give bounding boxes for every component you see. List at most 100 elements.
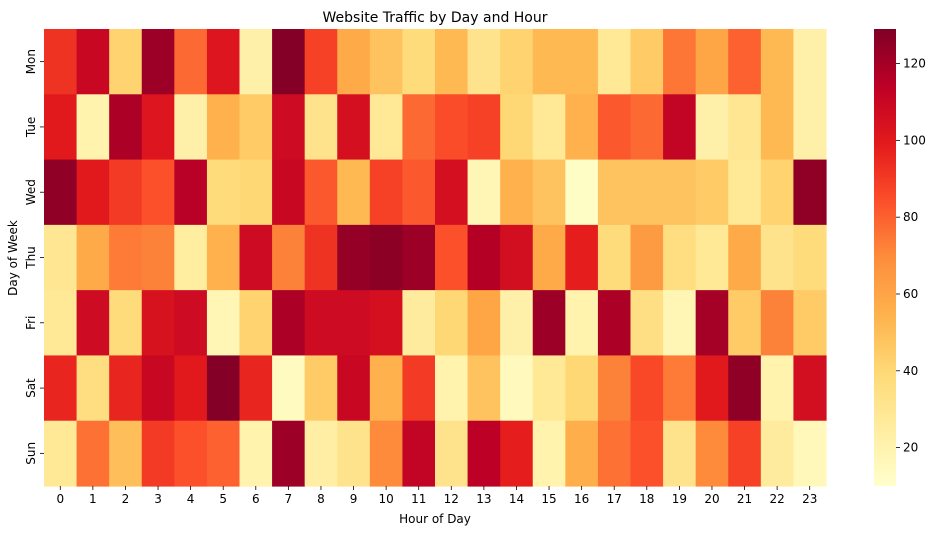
heatmap-cell <box>630 159 664 226</box>
heatmap-cell <box>597 290 632 357</box>
heatmap-cell <box>369 290 404 357</box>
heatmap-cell <box>597 29 632 95</box>
colorbar <box>874 29 896 486</box>
heatmap-cell <box>206 94 241 161</box>
heatmap-cell <box>467 224 501 291</box>
heatmap-cell <box>109 94 143 161</box>
heatmap-cell <box>663 94 697 161</box>
heatmap-cell <box>695 159 729 226</box>
heatmap-cell <box>532 420 566 487</box>
y-tick-label: Thu <box>24 246 38 270</box>
heatmap-cell <box>532 29 566 95</box>
heatmap-cell <box>467 290 501 357</box>
heatmap-cell <box>141 94 175 161</box>
heatmap-cell <box>793 224 827 291</box>
heatmap-cell <box>565 420 599 487</box>
heatmap-cell <box>695 290 729 357</box>
colorbar-tick-label: 80 <box>903 210 918 224</box>
heatmap-cell <box>44 29 78 95</box>
colorbar-tick-label: 40 <box>903 364 918 378</box>
heatmap-cell <box>467 420 501 487</box>
heatmap-cell <box>630 224 664 291</box>
heatmap-cell <box>435 355 469 422</box>
x-tick-label: 5 <box>219 492 227 506</box>
heatmap-cell <box>565 94 599 161</box>
x-tick-label: 6 <box>252 492 260 506</box>
heatmap-cell <box>728 29 762 95</box>
heatmap-cell <box>141 355 175 422</box>
heatmap-cell <box>663 159 697 226</box>
heatmap-cell <box>402 290 436 357</box>
heatmap-cell <box>500 29 534 95</box>
heatmap-cell <box>760 159 795 226</box>
heatmap-cell <box>206 290 241 357</box>
heatmap-cell <box>793 420 827 487</box>
heatmap-cell <box>695 355 729 422</box>
x-tick-label: 10 <box>378 492 393 506</box>
y-tick-label: Mon <box>24 49 38 74</box>
heatmap-cell <box>435 159 469 226</box>
heatmap-cell <box>44 94 78 161</box>
heatmap-cell <box>141 29 175 95</box>
heatmap-cell <box>760 355 795 422</box>
heatmap-cell <box>728 224 762 291</box>
heatmap-cell <box>239 290 273 357</box>
heatmap-cell <box>532 224 566 291</box>
y-axis-ticks: Mon Tue Wed Thu Fri Sat Sun <box>24 49 44 465</box>
x-tick-label: 9 <box>350 492 358 506</box>
heatmap-cell <box>272 94 306 161</box>
x-tick-label: 20 <box>704 492 719 506</box>
heatmap-cell <box>206 159 241 226</box>
heatmap-cell <box>597 159 632 226</box>
y-tick-label: Wed <box>24 179 38 205</box>
heatmap-cell <box>337 29 371 95</box>
heatmap-cell <box>597 224 632 291</box>
heatmap-cell <box>239 420 273 487</box>
heatmap-cell <box>435 29 469 95</box>
heatmap-cell <box>141 290 175 357</box>
heatmap-cell <box>239 159 273 226</box>
heatmap-cell <box>369 355 404 422</box>
heatmap-cell <box>630 355 664 422</box>
y-tick-label: Fri <box>24 316 38 330</box>
heatmap-cell <box>304 224 338 291</box>
x-tick-label: 2 <box>122 492 130 506</box>
heatmap-cell <box>304 29 338 95</box>
heatmap-cell <box>500 290 534 357</box>
heatmap-cell <box>304 290 338 357</box>
y-tick-label: Sun <box>24 442 38 465</box>
heatmap-cell <box>467 159 501 226</box>
heatmap-cell <box>174 159 208 226</box>
heatmap-cell <box>467 94 501 161</box>
heatmap-cell <box>663 29 697 95</box>
heatmap-cell <box>304 420 338 487</box>
y-tick-label: Sat <box>24 378 38 398</box>
x-tick-label: 8 <box>317 492 325 506</box>
heatmap-cell <box>597 94 632 161</box>
heatmap-cell <box>728 159 762 226</box>
heatmap-cell <box>728 355 762 422</box>
heatmap-cell <box>793 355 827 422</box>
heatmap-cell <box>44 290 78 357</box>
heatmap-cell <box>272 29 306 95</box>
heatmap-cell <box>760 290 795 357</box>
heatmap-cell <box>663 355 697 422</box>
heatmap-cell <box>435 420 469 487</box>
heatmap-cell <box>369 159 404 226</box>
heatmap-cell <box>695 29 729 95</box>
heatmap-cell <box>337 94 371 161</box>
x-axis-ticks: 0 1 2 3 4 5 6 7 8 9 10 11 12 13 14 15 16 17 18 19 20 21 22 23 <box>56 486 817 506</box>
heatmap-cell <box>663 420 697 487</box>
heatmap-cell <box>304 94 338 161</box>
chart-title: Website Traffic by Day and Hour <box>323 10 548 26</box>
heatmap-cell <box>109 290 143 357</box>
x-tick-label: 13 <box>476 492 491 506</box>
heatmap-cell <box>369 29 404 95</box>
heatmap-cell <box>76 29 110 95</box>
heatmap-cell <box>597 420 632 487</box>
heatmap-cell <box>76 355 110 422</box>
colorbar-tick-label: 20 <box>903 441 918 455</box>
heatmap-cell <box>435 290 469 357</box>
heatmap-cell <box>402 29 436 95</box>
heatmap-cell <box>565 224 599 291</box>
